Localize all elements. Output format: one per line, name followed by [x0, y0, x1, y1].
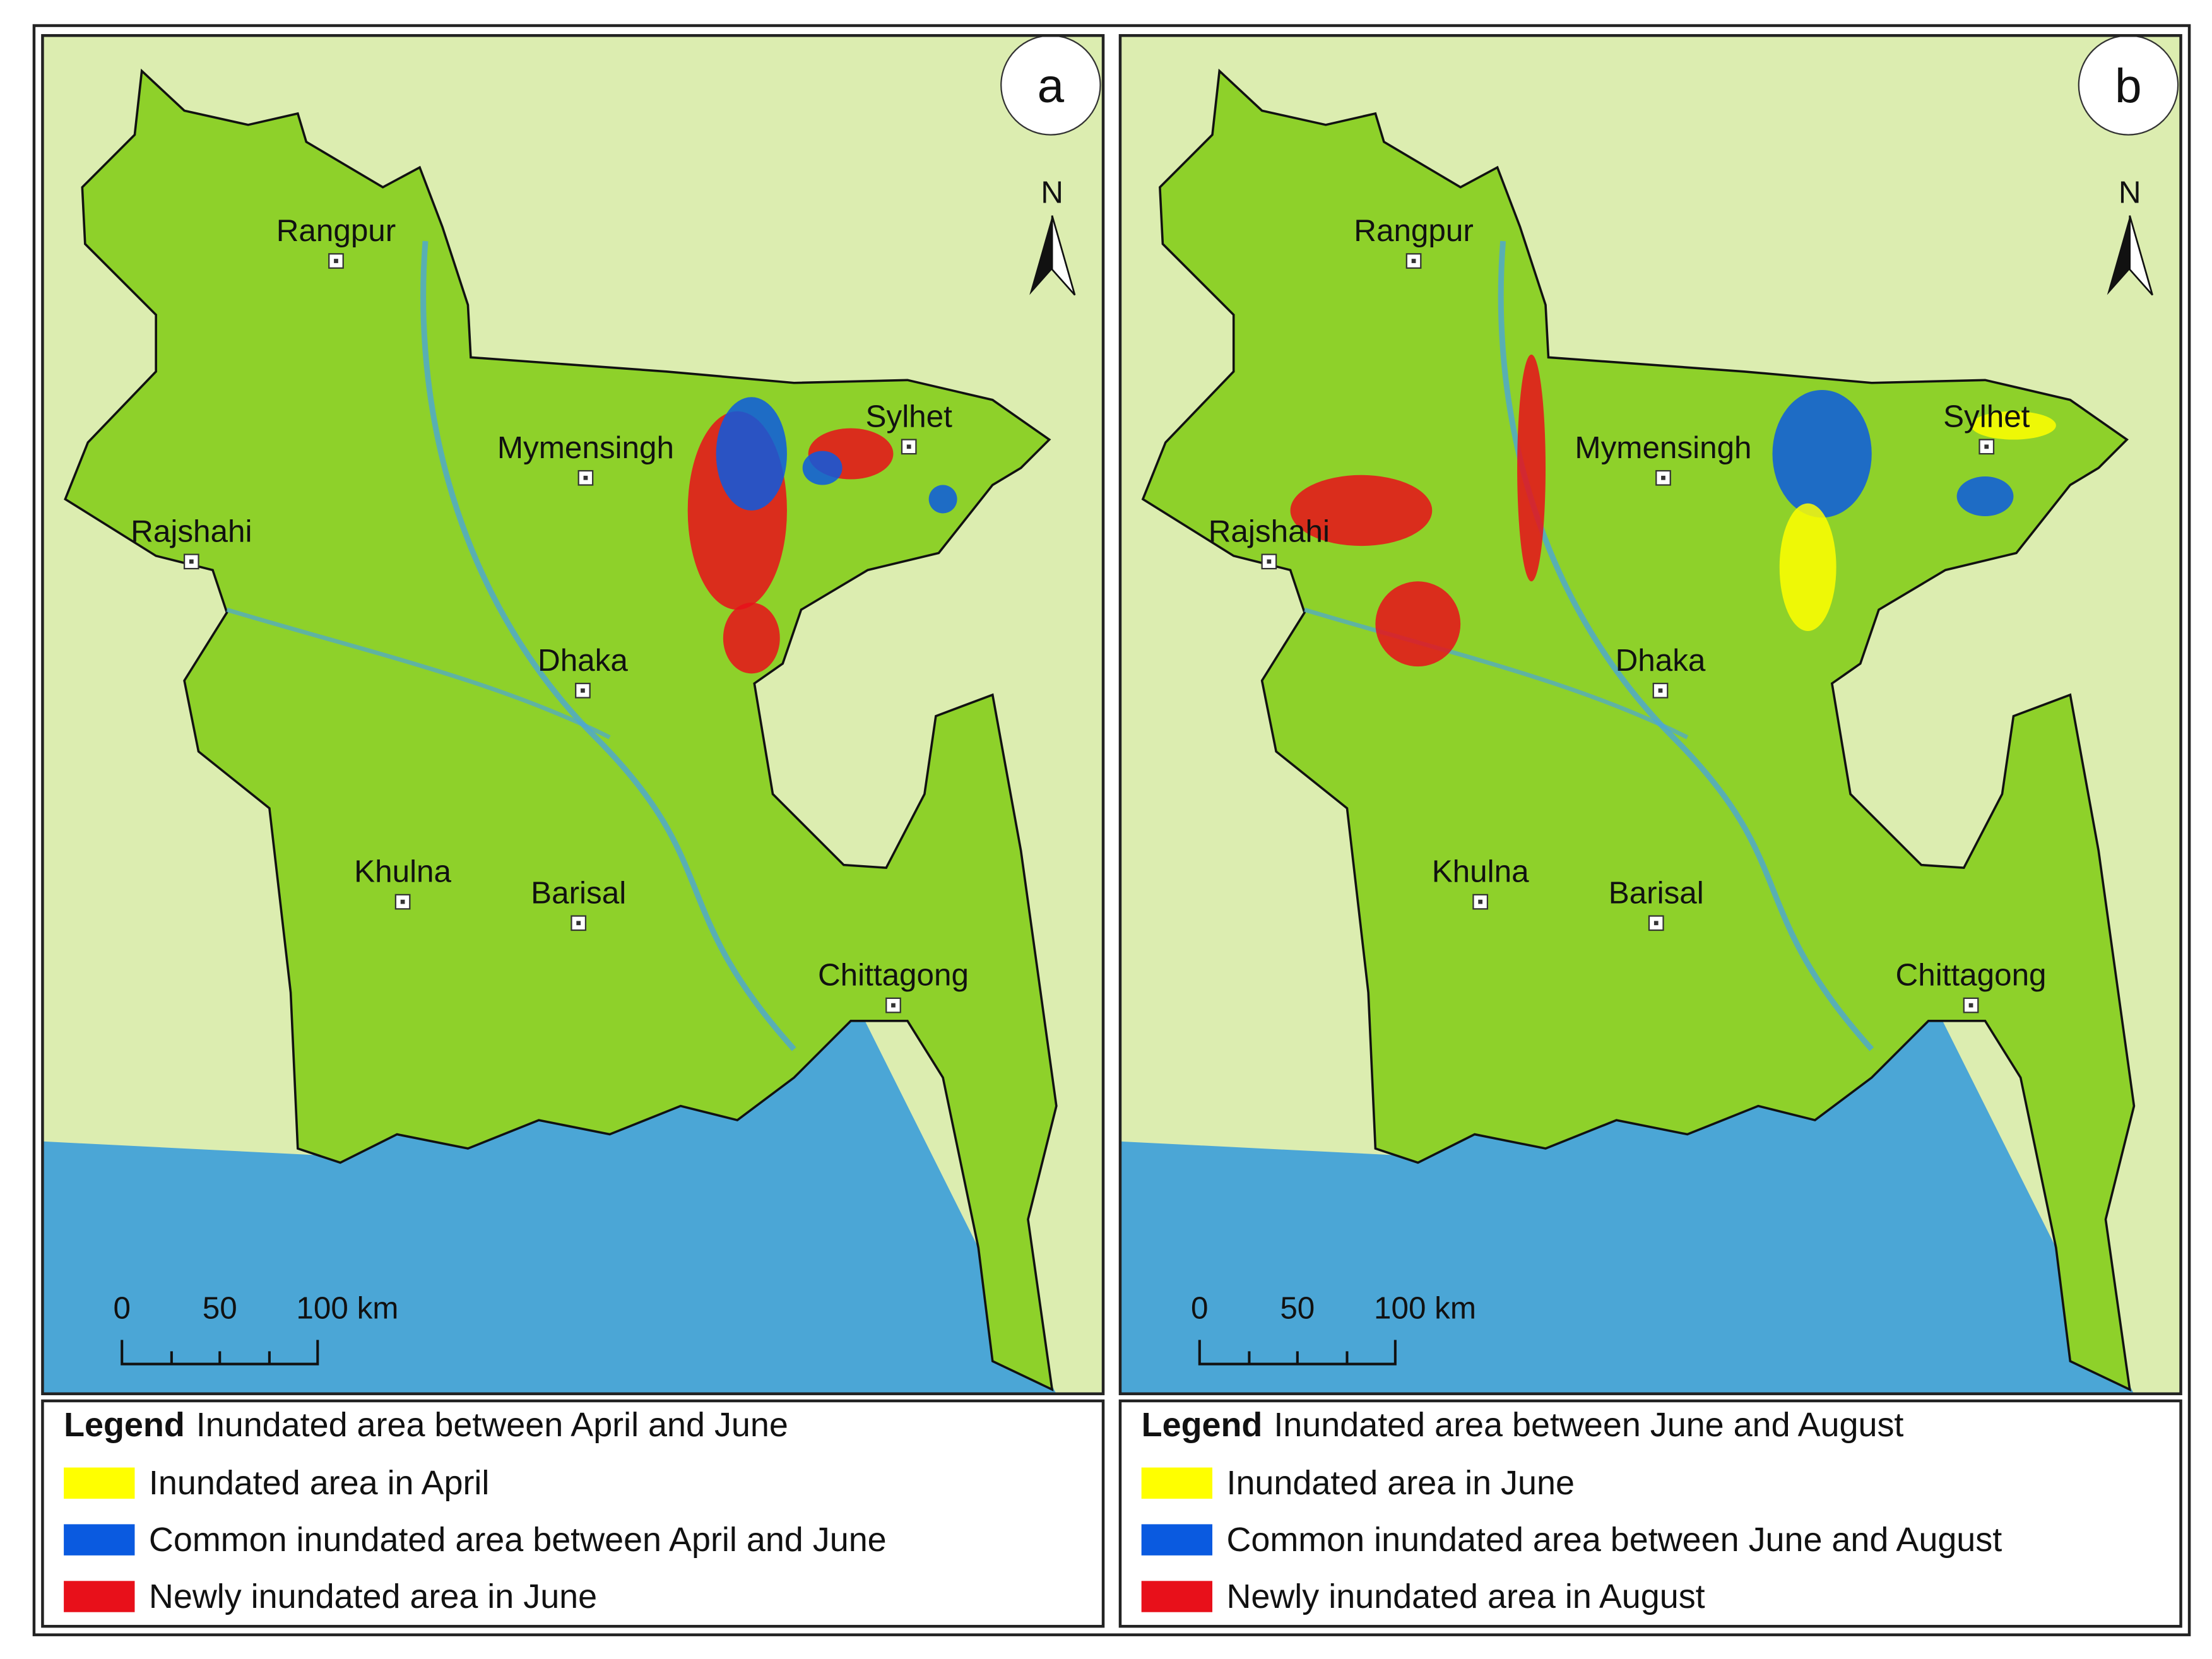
city-marker-dot — [1661, 475, 1665, 480]
panel: Rangpur Mymensingh Sylhet Rajshahi Dhaka Khul… — [41, 34, 1105, 1628]
city-marker-dot — [1968, 1003, 1973, 1008]
country-outline — [1141, 68, 2136, 1392]
map-frame — [41, 34, 1105, 1395]
city-marker-dot — [581, 688, 585, 693]
legend-item: Inundated area in April — [149, 1464, 489, 1502]
city-marker-dot — [1267, 559, 1272, 564]
panel: Rangpur Mymensingh Sylhet Rajshahi Dhaka Khul… — [1118, 34, 2182, 1628]
city-marker-dot — [400, 899, 405, 904]
city-label: Khulna — [1432, 854, 1529, 889]
legend-box — [1118, 1399, 2182, 1628]
scale-bar — [1198, 1340, 1397, 1366]
city-marker-dot — [891, 1003, 896, 1008]
panel-label: a — [1038, 59, 1065, 113]
inundation-patch — [802, 451, 843, 485]
legend-item: Newly inundated area in June — [149, 1578, 597, 1615]
legend-swatch — [1141, 1467, 1213, 1499]
inundation-patch — [723, 603, 780, 674]
inundation-patch — [1772, 389, 1872, 518]
sea — [1120, 992, 2134, 1394]
city-marker-dot — [1411, 259, 1416, 263]
map-frame — [1118, 34, 2182, 1395]
legend-header: Legend Inundated area between April and J… — [64, 1406, 788, 1444]
city-marker-dot — [906, 444, 911, 449]
city-label: Rangpur — [276, 213, 396, 248]
city-marker-dot — [583, 475, 588, 480]
legend-heading: Legend — [64, 1406, 185, 1444]
north-arrow — [1051, 215, 1076, 296]
legend-header: Legend Inundated area between June and Au… — [1142, 1406, 1904, 1444]
city-label: Rangpur — [1354, 213, 1474, 248]
scale-label: 0 — [113, 1291, 130, 1326]
legend-swatch — [64, 1467, 135, 1499]
legend-swatch — [64, 1581, 135, 1612]
legend-item: Newly inundated area in August — [1226, 1578, 1705, 1615]
city-label: Sylhet — [1943, 399, 2030, 434]
north-label: N — [2119, 175, 2141, 210]
river — [1498, 240, 1874, 1051]
legend-title: Inundated area between April and June — [196, 1406, 788, 1444]
river — [420, 240, 796, 1051]
inundation-patch — [1375, 581, 1461, 667]
inundation-patch — [1956, 476, 2014, 516]
city-marker-dot — [1478, 899, 1483, 904]
legend-heading: Legend — [1142, 1406, 1263, 1444]
scale-label: 100 km — [296, 1291, 398, 1326]
city-marker-dot — [576, 921, 581, 926]
city-marker-dot — [1653, 921, 1659, 926]
legend-swatch — [1141, 1581, 1213, 1612]
river — [1304, 608, 1689, 740]
inundation-patch — [1290, 475, 1433, 546]
north-arrow — [2129, 215, 2153, 296]
scale-label: 0 — [1191, 1291, 1208, 1326]
city-label: Rajshahi — [131, 514, 252, 548]
inundation-patch — [928, 485, 957, 514]
legend-swatch — [64, 1524, 135, 1556]
city-marker-dot — [189, 559, 194, 564]
legend-item: Inundated area in June — [1226, 1464, 1574, 1502]
north-arrow — [1029, 215, 1053, 295]
city-marker-dot — [1658, 688, 1663, 693]
inundation-patch — [716, 397, 787, 511]
river — [226, 608, 611, 740]
north-label: N — [1041, 175, 1063, 210]
inundation-patch — [1779, 503, 1836, 631]
country-outline — [64, 68, 1058, 1392]
scale-label: 50 — [203, 1291, 237, 1326]
inundation-patch — [1971, 411, 2056, 440]
city-label: Dhaka — [538, 643, 628, 678]
panel-label: b — [2115, 59, 2141, 113]
sea — [42, 992, 1056, 1394]
city-label: Mymensingh — [497, 430, 674, 465]
scale-label: 100 km — [1374, 1291, 1476, 1326]
inundation-patch — [1517, 354, 1546, 582]
city-label: Dhaka — [1616, 643, 1706, 678]
city-label: Mymensingh — [1575, 430, 1751, 465]
city-label: Chittagong — [1896, 958, 2047, 993]
city-marker-dot — [1984, 444, 1989, 449]
city-marker-dot — [334, 259, 338, 263]
legend-title: Inundated area between June and August — [1274, 1406, 1903, 1444]
scale-label: 50 — [1280, 1291, 1315, 1326]
city-label: Barisal — [531, 875, 626, 910]
city-label: Chittagong — [818, 958, 969, 993]
city-label: Rajshahi — [1209, 514, 1330, 548]
city-label: Barisal — [1609, 875, 1704, 910]
city-label: Sylhet — [866, 399, 953, 434]
scale-bar — [121, 1340, 319, 1366]
legend-item: Common inundated area between June and A… — [1226, 1521, 2002, 1559]
legend-swatch — [1141, 1524, 1213, 1556]
legend-box — [41, 1399, 1105, 1628]
legend-item: Common inundated area between April and … — [149, 1521, 887, 1559]
city-label: Khulna — [354, 854, 451, 889]
